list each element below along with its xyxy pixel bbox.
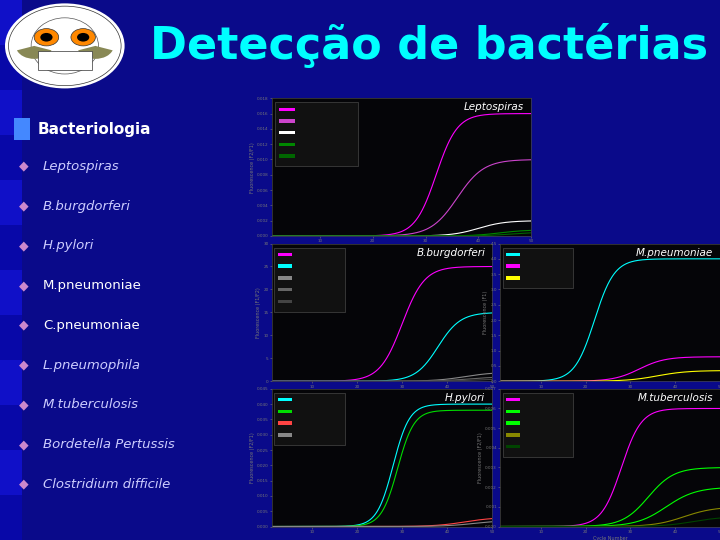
- Text: H.pylori: H.pylori: [445, 393, 485, 403]
- Y-axis label: Fluorescence (F1/F2): Fluorescence (F1/F2): [256, 287, 261, 338]
- Text: ◆: ◆: [19, 279, 28, 292]
- Bar: [506, 253, 520, 256]
- Bar: [0, 360, 22, 405]
- Text: Leptospiras: Leptospiras: [464, 103, 523, 112]
- Bar: [506, 445, 520, 448]
- Circle shape: [6, 4, 124, 87]
- Wedge shape: [17, 46, 51, 59]
- Text: ◆: ◆: [19, 478, 28, 491]
- Circle shape: [9, 6, 121, 86]
- Bar: [279, 131, 295, 134]
- Y-axis label: Fluorescence (F2/F1): Fluorescence (F2/F1): [250, 433, 255, 483]
- Text: L.pneumophila: L.pneumophila: [43, 359, 141, 372]
- Text: B.burgdorferi: B.burgdorferi: [43, 200, 131, 213]
- Bar: [279, 119, 295, 123]
- Text: B.burgdorferi: B.burgdorferi: [416, 248, 485, 258]
- Text: Clostridium difficile: Clostridium difficile: [43, 478, 170, 491]
- Bar: [506, 433, 520, 436]
- Bar: [278, 410, 292, 413]
- Bar: [506, 421, 520, 425]
- Bar: [278, 253, 292, 256]
- Bar: [0, 0, 22, 45]
- Text: C.pneumoniae: C.pneumoniae: [43, 319, 140, 332]
- Bar: [274, 248, 345, 312]
- Text: ◆: ◆: [19, 438, 28, 451]
- Bar: [0, 315, 22, 360]
- Text: Leptospiras: Leptospiras: [43, 160, 120, 173]
- Bar: [278, 300, 292, 303]
- Bar: [278, 265, 292, 268]
- Bar: [275, 103, 358, 166]
- Bar: [506, 265, 520, 268]
- Bar: [503, 248, 573, 288]
- Bar: [38, 51, 91, 70]
- Text: H.pylori: H.pylori: [43, 239, 94, 252]
- Text: ◆: ◆: [19, 239, 28, 252]
- Bar: [278, 421, 292, 425]
- Bar: [506, 410, 520, 413]
- Bar: [278, 276, 292, 280]
- Circle shape: [40, 33, 53, 42]
- Bar: [0, 135, 22, 180]
- Text: M.tuberculosis: M.tuberculosis: [638, 393, 714, 403]
- Text: Bordetella Pertussis: Bordetella Pertussis: [43, 438, 175, 451]
- Text: ◆: ◆: [19, 399, 28, 411]
- Bar: [279, 154, 295, 158]
- Y-axis label: Fluorescence (F2/F1): Fluorescence (F2/F1): [250, 142, 255, 192]
- Bar: [14, 118, 30, 140]
- Bar: [0, 180, 22, 225]
- Y-axis label: Fluorescence (F2/F1): Fluorescence (F2/F1): [478, 433, 483, 483]
- Bar: [0, 45, 22, 90]
- Bar: [279, 143, 295, 146]
- Bar: [278, 288, 292, 291]
- Bar: [503, 393, 573, 457]
- Text: ◆: ◆: [19, 160, 28, 173]
- Ellipse shape: [31, 18, 99, 74]
- Text: ◆: ◆: [19, 200, 28, 213]
- Wedge shape: [78, 46, 112, 59]
- Bar: [274, 393, 345, 446]
- Circle shape: [35, 29, 59, 46]
- Text: M.pneumoniae: M.pneumoniae: [636, 248, 714, 258]
- Bar: [0, 270, 22, 315]
- Bar: [0, 405, 22, 450]
- Bar: [278, 398, 292, 401]
- Text: Detecção de bactérias: Detecção de bactérias: [150, 23, 708, 69]
- Circle shape: [71, 29, 95, 46]
- Text: ◆: ◆: [19, 319, 28, 332]
- X-axis label: Cycle Number: Cycle Number: [593, 536, 628, 540]
- Bar: [0, 90, 22, 135]
- Circle shape: [77, 33, 89, 42]
- Bar: [506, 398, 520, 401]
- Bar: [0, 450, 22, 495]
- Bar: [0, 495, 22, 540]
- Bar: [278, 433, 292, 436]
- Bar: [0, 225, 22, 270]
- Text: Bacteriologia: Bacteriologia: [37, 122, 151, 137]
- Text: M.pneumoniae: M.pneumoniae: [43, 279, 142, 292]
- Y-axis label: Fluorescence (F1): Fluorescence (F1): [483, 291, 488, 334]
- Bar: [279, 107, 295, 111]
- Bar: [506, 276, 520, 280]
- Text: ◆: ◆: [19, 359, 28, 372]
- Text: M.tuberculosis: M.tuberculosis: [43, 399, 139, 411]
